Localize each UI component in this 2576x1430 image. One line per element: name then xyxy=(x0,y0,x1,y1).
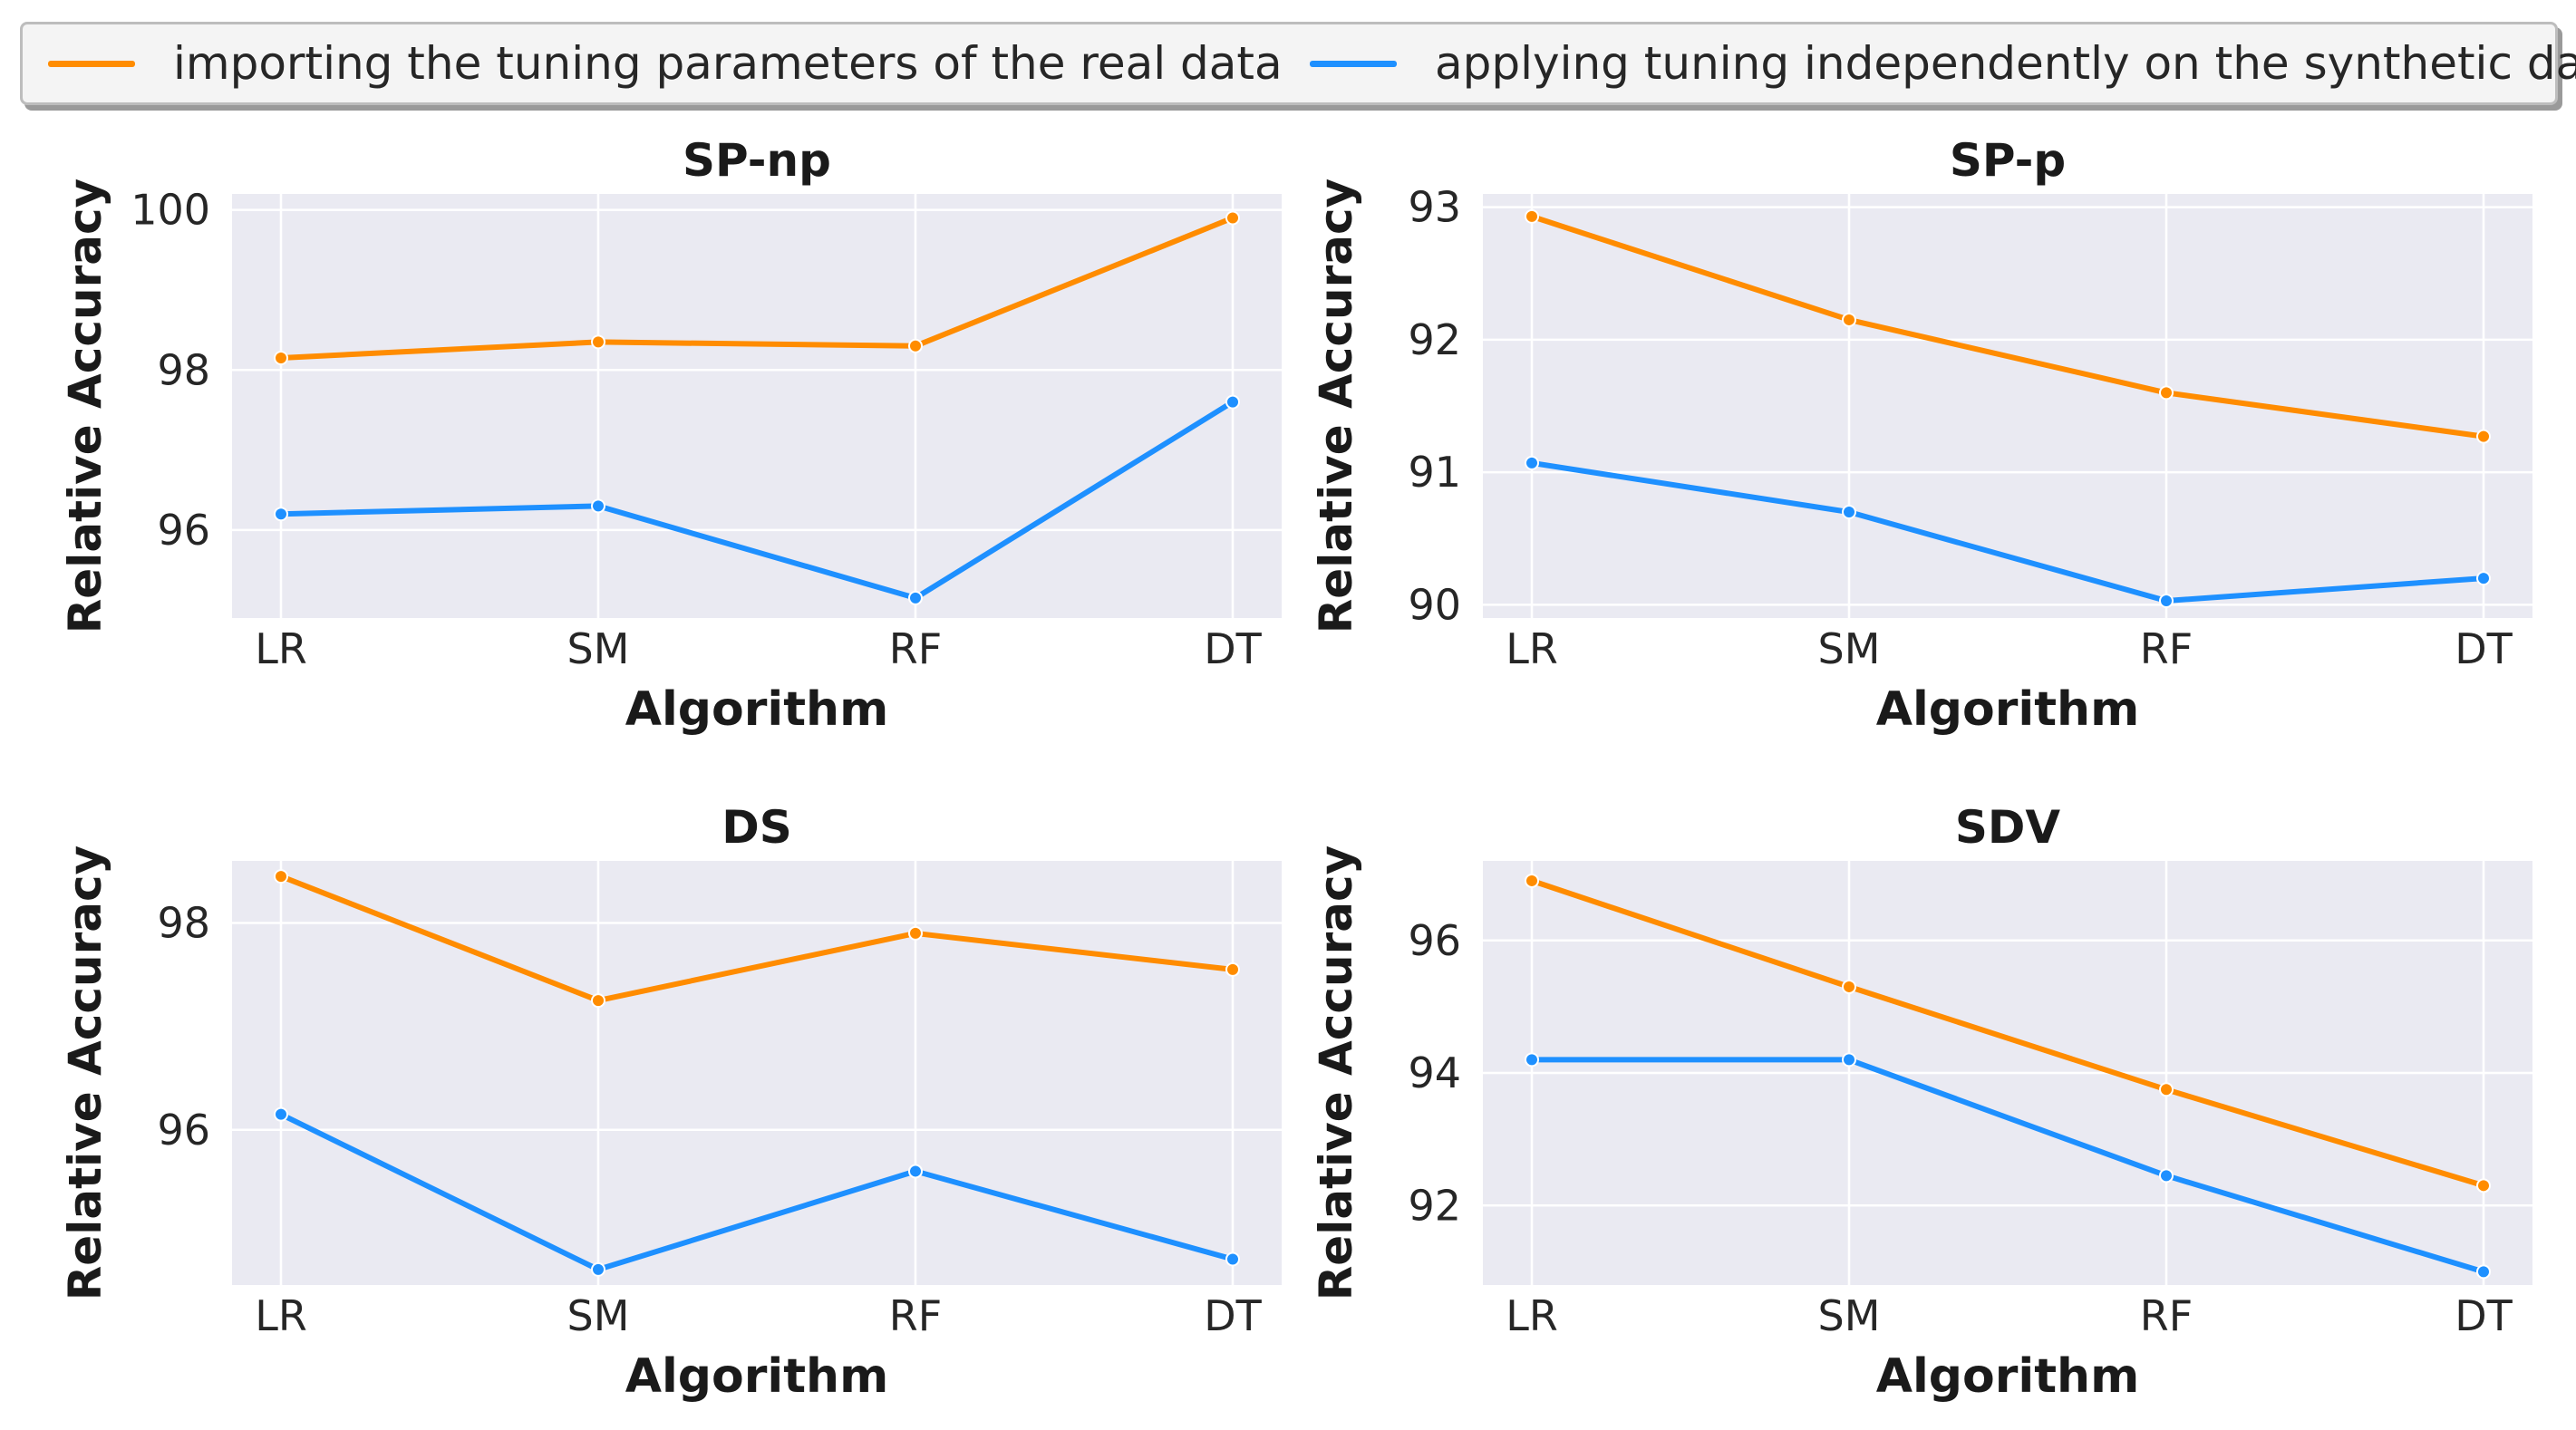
y-tick-label: 91 xyxy=(1408,448,1461,497)
legend-label-real: importing the tuning parameters of the r… xyxy=(173,37,1283,90)
x-tick-label: LR xyxy=(255,624,307,673)
chart-panel-3: 96 98 LR SM RF DT DS Algorithm Relative Accuracy xyxy=(59,801,1282,1404)
x-tick-label: DT xyxy=(1204,624,1262,673)
legend-item-real: importing the tuning parameters of the r… xyxy=(48,24,1283,102)
data-point xyxy=(1225,961,1240,977)
y-axis-label: Relative Accuracy xyxy=(1310,845,1362,1300)
series-line-synthetic xyxy=(278,1111,1235,1272)
y-tick-label: 90 xyxy=(1408,580,1461,629)
x-axis-label: Algorithm xyxy=(1876,1349,2140,1404)
x-axis-label: Algorithm xyxy=(625,1349,889,1404)
y-axis-label: Relative Accuracy xyxy=(59,179,111,633)
legend-line-real-icon xyxy=(48,60,135,67)
x-tick-label: LR xyxy=(1506,1291,1558,1340)
legend: importing the tuning parameters of the r… xyxy=(20,22,2576,105)
legend-item-synthetic: applying tuning independently on the syn… xyxy=(1310,24,2576,102)
x-tick-label: RF xyxy=(889,624,942,673)
data-point xyxy=(2476,1178,2491,1193)
series-line-real xyxy=(1529,877,2486,1189)
data-point xyxy=(274,1106,288,1122)
y-tick-label: 96 xyxy=(157,1106,210,1155)
series-line-synthetic xyxy=(278,399,1235,601)
data-point xyxy=(2159,385,2174,401)
data-point xyxy=(1525,208,1539,224)
data-point xyxy=(1525,873,1539,888)
x-tick-label: SM xyxy=(567,624,630,673)
y-tick-label: 92 xyxy=(1408,315,1461,364)
chart-title: SP-p xyxy=(1950,134,2066,187)
y-tick-label: 98 xyxy=(157,345,210,394)
y-tick-label: 92 xyxy=(1408,1181,1461,1230)
data-point xyxy=(1842,505,1856,519)
chart-panel-4: 92 94 96 LR SM RF DT SDV Algorithm Relative Accur… xyxy=(1310,801,2532,1404)
chart-title: SP-np xyxy=(683,134,831,187)
y-tick-label: 93 xyxy=(1408,183,1461,232)
y-tick-label: 94 xyxy=(1408,1048,1461,1097)
data-point xyxy=(2476,571,2491,586)
chart-title: SDV xyxy=(1955,801,2061,854)
series-line-synthetic xyxy=(1529,459,2486,604)
data-point xyxy=(591,993,605,1009)
data-point xyxy=(908,590,923,605)
data-point xyxy=(2476,429,2491,444)
data-point xyxy=(1225,1251,1240,1267)
x-tick-label: RF xyxy=(2140,1291,2193,1340)
y-axis-label: Relative Accuracy xyxy=(59,845,111,1300)
data-point xyxy=(1225,210,1240,226)
x-axis-label: Algorithm xyxy=(1876,682,2140,737)
series-line-real xyxy=(278,874,1235,1004)
data-point xyxy=(908,338,923,353)
data-point xyxy=(274,869,288,884)
y-tick-label: 98 xyxy=(157,898,210,947)
series-line-real xyxy=(278,215,1235,361)
x-tick-label: SM xyxy=(567,1291,630,1340)
x-tick-label: DT xyxy=(1204,1291,1262,1340)
data-point xyxy=(1842,312,1856,327)
data-point xyxy=(274,507,288,522)
data-point xyxy=(274,351,288,366)
x-axis-label: Algorithm xyxy=(625,682,889,737)
data-point xyxy=(1225,394,1240,410)
data-point xyxy=(1525,455,1539,470)
data-point xyxy=(2476,1264,2491,1280)
data-point xyxy=(591,334,605,350)
chart-panel-1: 96 98 100 LR SM RF DT SP-np Algorithm Relative Ac… xyxy=(59,134,1282,737)
data-point xyxy=(2159,593,2174,608)
x-tick-label: DT xyxy=(2455,1291,2513,1340)
chart-panel-2: 90 91 92 93 LR SM RF DT SP-p Algorithm Relative Ac… xyxy=(1310,134,2532,737)
y-tick-label: 100 xyxy=(131,186,210,235)
x-tick-label: RF xyxy=(889,1291,942,1340)
data-point xyxy=(1525,1052,1539,1068)
data-point xyxy=(1842,1052,1856,1068)
series-line-real xyxy=(1529,213,2486,440)
plot-area xyxy=(232,861,1282,1285)
chart-title: DS xyxy=(721,801,792,854)
x-tick-label: DT xyxy=(2455,624,2513,673)
plot-area xyxy=(1483,194,2532,618)
x-tick-label: SM xyxy=(1818,624,1881,673)
data-point xyxy=(1842,979,1856,994)
x-tick-label: LR xyxy=(255,1291,307,1340)
data-point xyxy=(2159,1082,2174,1097)
data-point xyxy=(908,1164,923,1179)
series-line-synthetic xyxy=(1529,1057,2486,1275)
y-axis-label: Relative Accuracy xyxy=(1310,179,1362,633)
x-tick-label: SM xyxy=(1818,1291,1881,1340)
y-tick-label: 96 xyxy=(1408,916,1461,965)
legend-label-synthetic: applying tuning independently on the syn… xyxy=(1435,37,2576,90)
data-point xyxy=(908,925,923,941)
x-tick-label: RF xyxy=(2140,624,2193,673)
legend-line-synthetic-icon xyxy=(1310,60,1397,67)
data-point xyxy=(591,498,605,514)
y-tick-label: 96 xyxy=(157,506,210,555)
data-point xyxy=(591,1261,605,1277)
data-point xyxy=(2159,1168,2174,1184)
x-tick-label: LR xyxy=(1506,624,1558,673)
plot-area xyxy=(232,194,1282,618)
